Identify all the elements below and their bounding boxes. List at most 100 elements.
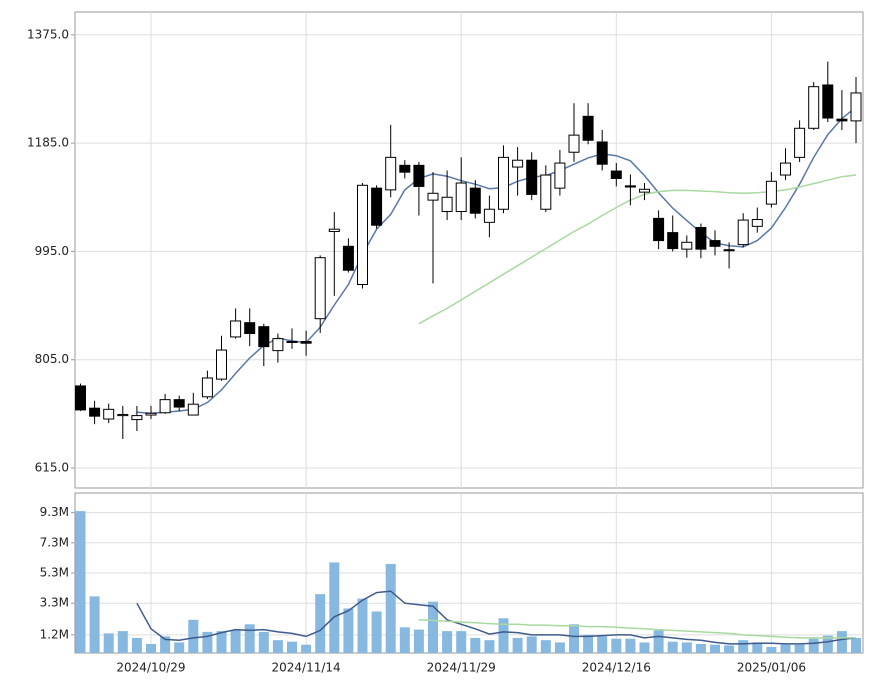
- volume-bar: [131, 637, 142, 653]
- volume-bar: [258, 631, 269, 653]
- volume-bar: [315, 594, 326, 653]
- y-tick-label: 1.2M: [40, 627, 69, 641]
- candle-body: [89, 407, 101, 417]
- volume-bar: [512, 637, 523, 653]
- candle-body: [751, 219, 763, 227]
- volume-bar: [329, 562, 340, 653]
- candle-body: [780, 162, 791, 176]
- candle-body: [342, 245, 354, 271]
- volume-bar: [188, 619, 199, 653]
- y-tick-label: 1185.0: [27, 136, 69, 150]
- volume-bar: [428, 601, 438, 653]
- y-tick-label: 615.0: [35, 461, 69, 475]
- volume-bar: [681, 642, 692, 653]
- volume-bar: [724, 645, 735, 653]
- volume-bar: [752, 642, 763, 653]
- x-tick-label: 2024/11/14: [272, 661, 341, 675]
- candle-body: [498, 156, 509, 210]
- volume-bar: [484, 640, 495, 653]
- candle-body: [455, 182, 467, 213]
- volume-bar: [385, 563, 396, 653]
- volume-bar: [583, 634, 594, 653]
- candle-body: [582, 115, 594, 141]
- candle-body: [653, 217, 665, 242]
- candle-body: [244, 322, 256, 335]
- candle-body: [568, 134, 580, 153]
- y-tick-label: 7.3M: [40, 535, 69, 549]
- volume-bar: [766, 646, 777, 653]
- volume-bar: [301, 644, 312, 653]
- price-panel: [74, 11, 864, 489]
- candle-body: [230, 320, 242, 338]
- candle-body: [103, 408, 115, 420]
- candle-body: [737, 219, 749, 246]
- y-tick-label: 1375.0: [27, 27, 69, 41]
- volume-bar: [526, 636, 537, 653]
- volume-bar: [822, 635, 833, 653]
- volume-bar: [371, 611, 382, 653]
- volume-bar: [625, 638, 636, 653]
- volume-bar: [653, 630, 664, 653]
- candle-body: [159, 399, 171, 414]
- x-tick-label: 2024/12/16: [582, 661, 651, 675]
- candle-body: [145, 412, 157, 416]
- candle-body: [554, 162, 566, 189]
- candle-body: [822, 84, 834, 119]
- candle-body: [216, 349, 227, 380]
- candle-body: [131, 415, 143, 421]
- y-tick-label: 5.3M: [40, 566, 69, 580]
- volume-bar: [413, 629, 424, 653]
- candle-body: [427, 192, 439, 201]
- x-tick-label: 2025/01/06: [737, 661, 806, 675]
- candle-body: [639, 188, 650, 193]
- candle-body: [723, 249, 735, 252]
- x-tick-label: 2024/10/29: [116, 661, 185, 675]
- volume-bar: [146, 643, 156, 653]
- volume-bar: [639, 642, 650, 653]
- volume-bar: [851, 637, 861, 653]
- candle-body: [385, 156, 397, 191]
- ma-line: [418, 174, 857, 325]
- candle-body: [483, 208, 495, 223]
- volume-bar: [611, 638, 622, 653]
- candle-body: [681, 241, 693, 250]
- volume-bar: [75, 511, 86, 653]
- candle-body: [441, 196, 453, 213]
- volume-bar: [780, 644, 791, 653]
- y-tick-label: 9.3M: [40, 505, 69, 519]
- volume-bar: [399, 627, 410, 653]
- candle-body: [272, 338, 284, 352]
- candle-body: [357, 184, 368, 285]
- candle-body: [624, 185, 636, 188]
- candle-body: [328, 228, 340, 232]
- candle-body: [314, 257, 326, 320]
- ma-line: [418, 619, 856, 639]
- volume-bar: [160, 636, 171, 653]
- volume-bar: [710, 644, 720, 653]
- candle-body: [413, 164, 425, 187]
- volume-bar: [244, 624, 255, 653]
- candle-body: [75, 385, 86, 411]
- volume-bar: [597, 636, 608, 653]
- volume-bar: [554, 642, 565, 653]
- candle-body: [300, 340, 312, 344]
- ma-line: [136, 590, 857, 645]
- volume-bar: [695, 643, 706, 653]
- candle-body: [610, 170, 622, 179]
- candle-body: [836, 118, 848, 122]
- candle-body: [596, 141, 608, 165]
- volume-bar: [456, 631, 467, 653]
- candle-body: [850, 92, 862, 122]
- candle-body: [794, 127, 806, 158]
- volume-bar: [287, 641, 297, 653]
- candle-body: [709, 240, 721, 247]
- candle-body: [808, 86, 820, 129]
- volume-bar: [569, 624, 579, 653]
- volume-bar: [202, 631, 213, 653]
- candle-body: [540, 174, 552, 210]
- candle-body: [399, 164, 411, 173]
- candle-body: [258, 326, 270, 348]
- volume-bar: [117, 631, 128, 653]
